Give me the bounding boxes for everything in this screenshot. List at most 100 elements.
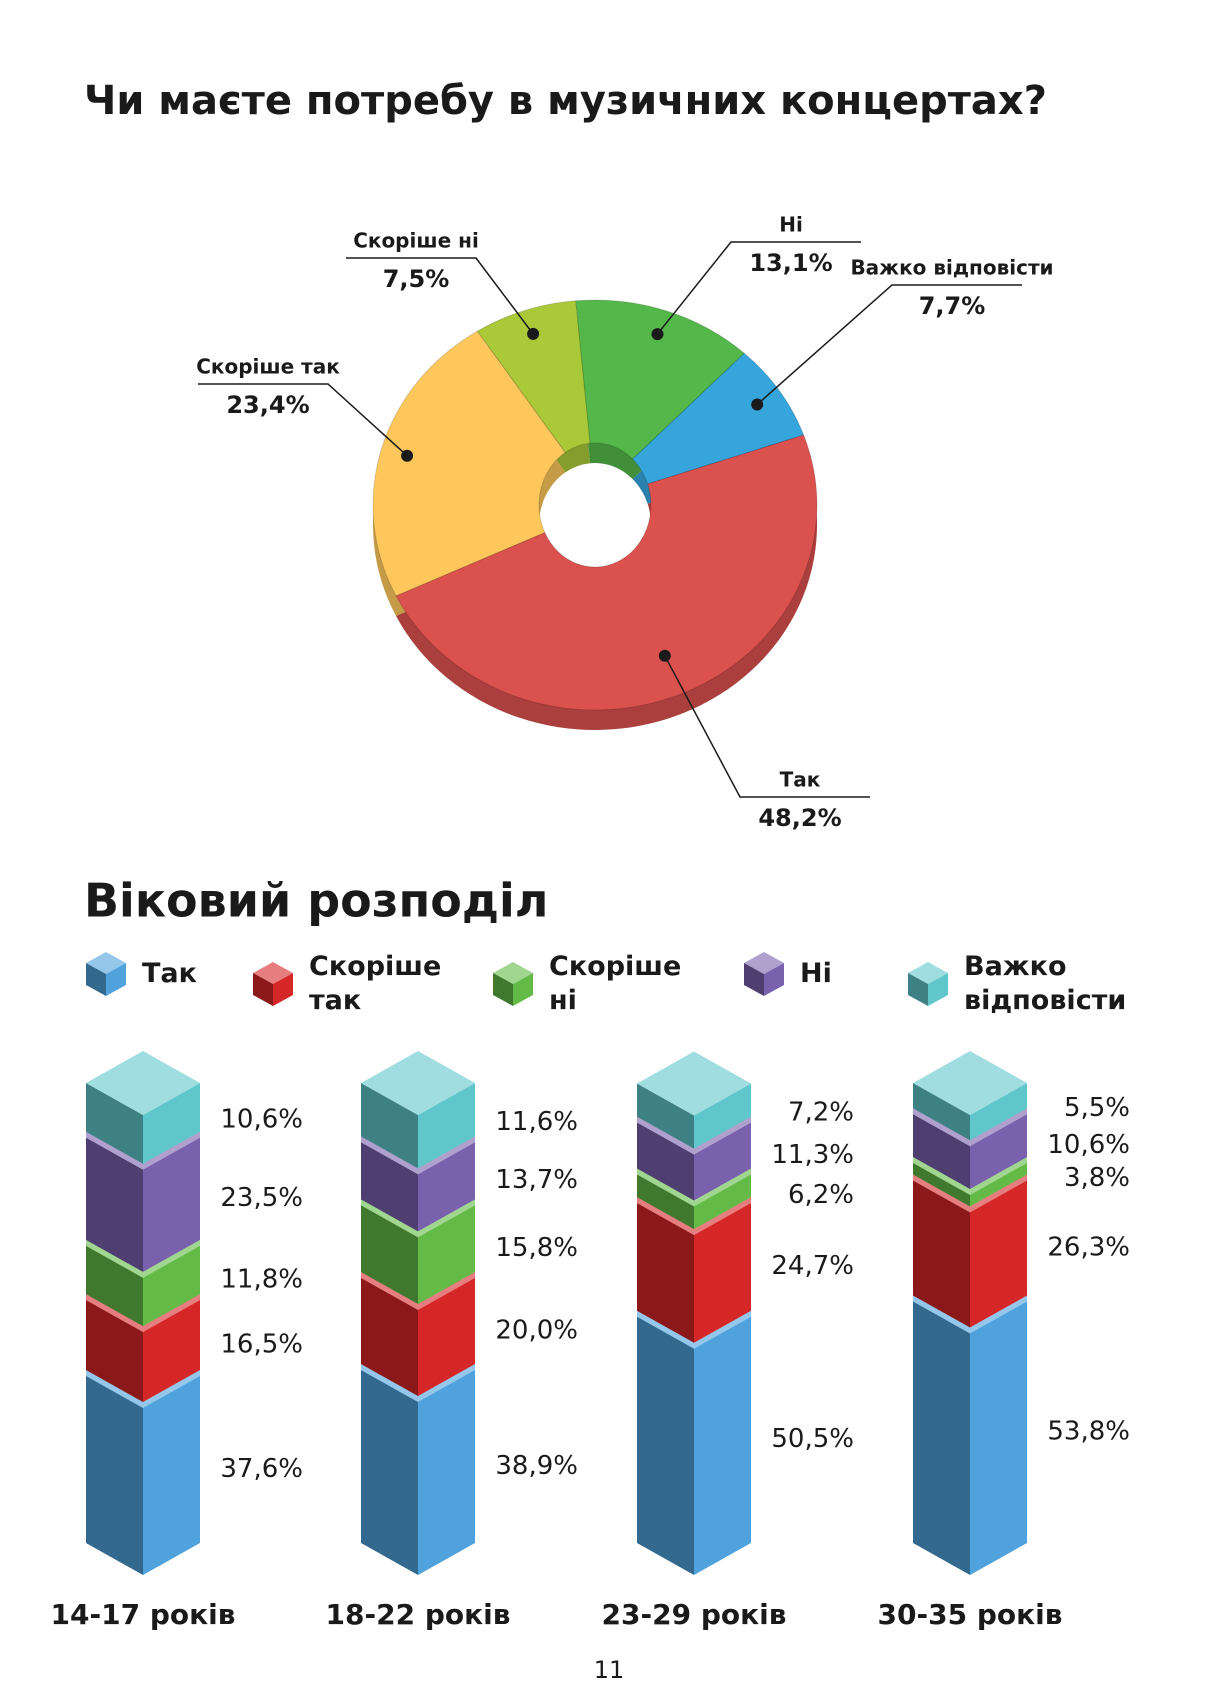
leader-line	[198, 383, 408, 457]
legend-item: Важко відповісти	[906, 950, 1134, 1018]
bar-segment	[913, 1108, 1027, 1190]
bar-face-right	[970, 1174, 1027, 1328]
bar-face-left	[86, 1239, 143, 1327]
bar-face-left	[913, 1108, 970, 1190]
value-label: 23,5%	[220, 1183, 303, 1213]
legend-icon	[493, 962, 533, 1006]
legend-label: Скоріше ні	[549, 951, 682, 1016]
bar-face-left	[913, 1083, 970, 1141]
legend-cube-face	[253, 973, 273, 1006]
leader-dot	[527, 327, 540, 340]
bar-segment	[361, 1364, 475, 1575]
bar-top	[913, 1051, 1027, 1115]
leader-line	[656, 241, 861, 335]
value-label: 37,6%	[220, 1454, 303, 1484]
bar-face-left	[913, 1295, 970, 1575]
bar-top	[637, 1051, 751, 1116]
pie-title: Чи маєте потребу в музичних концертах?	[84, 78, 1047, 124]
leader-line	[346, 257, 534, 335]
legend-label: Так	[142, 958, 197, 989]
bar-face-right	[418, 1364, 475, 1575]
bar-face-left	[913, 1174, 970, 1328]
bar-face-left	[637, 1116, 694, 1201]
bar-face-left	[637, 1168, 694, 1230]
bar-face-right	[694, 1197, 751, 1343]
legend-cube-face	[513, 973, 533, 1006]
value-label: 53,8%	[1047, 1417, 1130, 1447]
leader-line	[756, 284, 1022, 406]
legend-cube-face	[86, 963, 106, 996]
bar-face-left	[637, 1197, 694, 1343]
bar-segment	[637, 1197, 751, 1343]
bar-face-left	[86, 1083, 143, 1164]
bar-face-right	[418, 1136, 475, 1232]
value-label: 38,9%	[495, 1451, 578, 1481]
bar-face-right	[418, 1083, 475, 1169]
slice-value: 13,1%	[749, 249, 832, 277]
slice-value: 7,7%	[919, 292, 986, 320]
bar-face-right	[143, 1131, 200, 1272]
value-label: 7,2%	[788, 1097, 854, 1127]
bar-face-left	[361, 1364, 418, 1575]
bar-face-right	[970, 1295, 1027, 1575]
bar-segment	[913, 1295, 1027, 1575]
bar-segment	[86, 1051, 200, 1164]
value-label: 5,5%	[1064, 1093, 1130, 1123]
value-label: 15,8%	[495, 1233, 578, 1263]
bar-segment	[361, 1199, 475, 1305]
value-label: 11,6%	[495, 1107, 578, 1137]
slice-label: Ні	[779, 213, 803, 237]
bar-face-left	[361, 1083, 418, 1169]
bar-segment	[637, 1051, 751, 1149]
bar-face-right	[970, 1083, 1027, 1141]
legend-cube-face	[908, 973, 928, 1006]
legend: Так Скоріше так Скоріше ні Ні Важко відповіс…	[84, 950, 1184, 1030]
bar-segment	[913, 1157, 1027, 1207]
bar-segment	[637, 1310, 751, 1575]
bar-face-right	[694, 1116, 751, 1201]
bar-top	[361, 1051, 475, 1115]
legend-label: Скоріше так	[309, 951, 442, 1016]
bar-top	[86, 1051, 200, 1115]
slice	[631, 352, 805, 485]
legend-cube-face	[493, 973, 513, 1006]
bar-face-left	[86, 1370, 143, 1575]
value-label: 50,5%	[771, 1424, 854, 1454]
bar-face-left	[361, 1136, 418, 1232]
slice-label: Важко відповісти	[850, 256, 1053, 280]
legend-cube-face	[928, 973, 948, 1006]
legend-label: Ні	[800, 958, 832, 989]
slice-value: 7,5%	[383, 265, 450, 293]
legend-icon	[253, 962, 293, 1006]
slice	[476, 300, 591, 454]
bar-face-right	[143, 1239, 200, 1327]
bar-face-right	[418, 1272, 475, 1397]
leader-dot	[658, 649, 671, 662]
legend-icon	[744, 952, 784, 996]
bar-title: Віковий розподіл	[84, 874, 549, 928]
legend-cube-face	[106, 963, 126, 996]
bar-segment	[361, 1136, 475, 1232]
bar-face-right	[694, 1310, 751, 1575]
bar-segment	[913, 1174, 1027, 1328]
legend-item: Скоріше так	[251, 950, 449, 1018]
legend-icon	[908, 962, 948, 1006]
bar-segment	[86, 1370, 200, 1575]
bar-face-right	[143, 1370, 200, 1575]
bar-face-left	[637, 1083, 694, 1149]
value-label: 24,7%	[771, 1251, 854, 1281]
bar-segment	[913, 1051, 1027, 1141]
value-label: 11,8%	[220, 1264, 303, 1294]
bar-segment	[86, 1294, 200, 1403]
legend-cube-face	[764, 963, 784, 996]
legend-item: Так	[84, 950, 282, 998]
slice	[575, 299, 746, 460]
value-label: 13,7%	[495, 1165, 578, 1195]
bar-face-right	[694, 1168, 751, 1230]
value-label: 3,8%	[1064, 1163, 1130, 1193]
legend-cube-face	[273, 973, 293, 1006]
bar-segment	[361, 1051, 475, 1169]
x-tick-label: 14-17 років	[51, 1598, 236, 1631]
